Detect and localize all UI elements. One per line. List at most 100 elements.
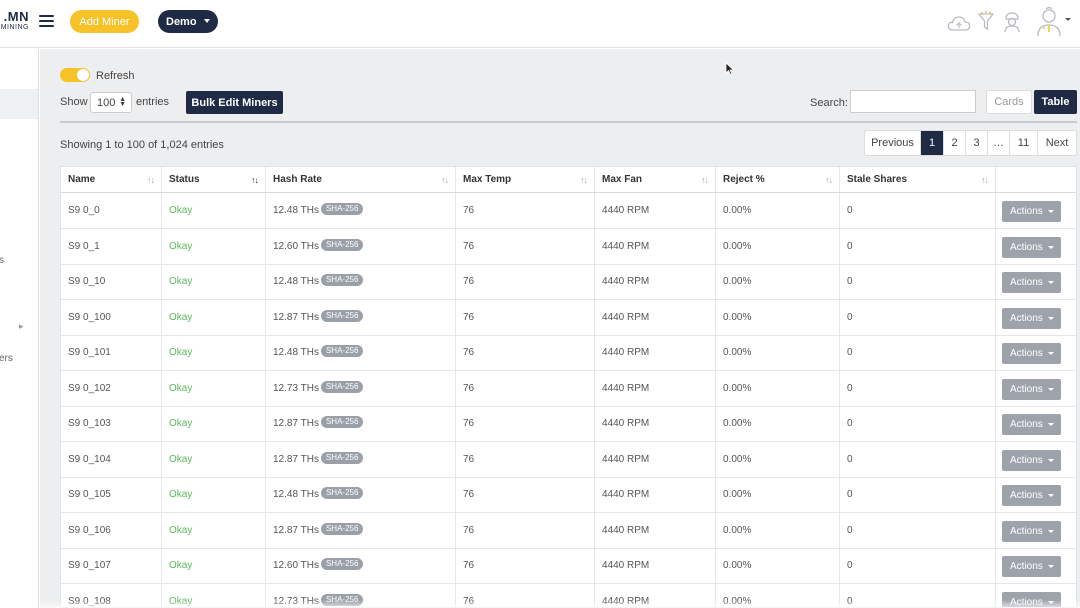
actions-dropdown-button[interactable]: Actions — [1002, 378, 1061, 400]
pagination-page-2[interactable]: 2 — [944, 131, 966, 155]
cell-stale-shares: 0 — [840, 335, 996, 370]
max-fan-value: 4440 RPM — [602, 382, 650, 394]
cell-actions: Actions — [996, 371, 1076, 406]
add-miner-button[interactable]: Add Miner — [70, 10, 139, 33]
actions-dropdown-button[interactable]: Actions — [1002, 236, 1061, 258]
table-row: S9 0_105 Okay 12.48 THs SHA-256 76 4440 RPM 0.… — [61, 477, 1076, 513]
top-bar: .MN MINING Add Miner Demo — [0, 0, 1080, 48]
algorithm-badge: SHA-256 — [320, 380, 364, 393]
cell-hash-rate: 12.87 THs SHA-256 — [266, 406, 456, 441]
page-size-select[interactable]: 100 ▲ ▼ — [90, 92, 132, 113]
cell-max-temp: 76 — [456, 441, 595, 477]
stale-shares-value: 0 — [847, 205, 853, 216]
hash-rate-value: 12.87 THs — [273, 524, 319, 536]
cell-name: S9 0_10 — [61, 264, 162, 299]
chevron-down-icon — [1048, 565, 1054, 568]
chevron-down-icon — [1048, 458, 1054, 462]
actions-dropdown-button[interactable]: Actions — [1002, 307, 1061, 329]
cell-name: S9 0_105 — [61, 477, 162, 512]
menu-icon[interactable] — [39, 15, 54, 29]
actions-dropdown-button[interactable]: Actions — [1002, 272, 1061, 293]
cell-hash-rate: 12.48 THs SHA-256 — [266, 193, 456, 228]
pagination-next[interactable]: Next — [1045, 137, 1069, 149]
column-header-max-temp[interactable]: Max Temp ↑↓ — [456, 167, 595, 192]
search-input[interactable] — [850, 90, 976, 113]
reject-value: 0.00% — [723, 560, 752, 571]
sidebar-item-active[interactable] — [0, 89, 38, 119]
cell-max-fan: 4440 RPM — [595, 299, 716, 335]
cell-actions: Actions — [996, 193, 1076, 228]
sidebar-item-label[interactable]: ers — [0, 353, 13, 364]
logo[interactable]: .MN MINING — [0, 9, 30, 35]
column-header-status[interactable]: Status ↑↓ — [162, 167, 266, 192]
max-temp-value: 76 — [463, 205, 475, 216]
user-avatar-icon[interactable] — [1036, 6, 1072, 41]
chevron-down-icon — [1048, 281, 1054, 284]
funnel-icon[interactable] — [976, 11, 996, 36]
status-text: Okay — [169, 276, 193, 287]
max-temp-value: 76 — [463, 240, 475, 252]
stale-shares-value: 0 — [847, 453, 853, 465]
actions-dropdown-button[interactable]: Actions — [1002, 414, 1061, 435]
cell-name: S9 0_102 — [61, 370, 162, 406]
cell-stale-shares: 0 — [840, 370, 996, 406]
status-text: Okay — [169, 524, 193, 536]
cell-max-temp: 76 — [456, 548, 595, 583]
cell-name: S9 0_107 — [61, 548, 162, 583]
max-fan-value: 4440 RPM — [602, 453, 650, 465]
cell-hash-rate: 12.48 THs SHA-256 — [266, 264, 456, 299]
cell-max-temp: 76 — [456, 335, 595, 370]
miner-name: S9 0_107 — [68, 560, 111, 571]
actions-dropdown-button[interactable]: Actions — [1002, 485, 1061, 506]
pagination-previous[interactable]: Previous — [865, 131, 921, 155]
cell-stale-shares: 0 — [840, 228, 996, 264]
cell-reject: 0.00% — [716, 193, 840, 228]
algorithm-badge: SHA-256 — [320, 274, 364, 287]
algorithm-badge: SHA-256 — [320, 203, 364, 216]
max-temp-value: 76 — [463, 311, 475, 323]
column-header-stale-shares[interactable]: Stale Shares ↑↓ — [840, 167, 996, 192]
chevron-right-icon[interactable]: ▸ — [19, 321, 24, 331]
status-text: Okay — [169, 347, 193, 358]
chevron-down-icon — [1048, 423, 1054, 426]
demo-dropdown[interactable]: Demo — [158, 10, 218, 33]
bulk-edit-miners-button[interactable]: Bulk Edit Miners — [186, 91, 283, 114]
up-down-arrows-icon: ▲ ▼ — [119, 96, 126, 108]
cell-status: Okay — [162, 406, 266, 441]
actions-dropdown-button[interactable]: Actions — [1002, 556, 1061, 577]
pagination-page-11[interactable]: 11 — [1010, 131, 1038, 155]
max-fan-value: 4440 RPM — [602, 276, 650, 287]
cell-actions: Actions — [996, 406, 1076, 441]
actions-dropdown-button[interactable]: Actions — [1002, 449, 1061, 471]
table-row: S9 0_10 Okay 12.48 THs SHA-256 76 4440 RPM 0.0… — [61, 264, 1076, 300]
cell-reject: 0.00% — [716, 228, 840, 264]
mouse-cursor-icon — [725, 62, 735, 76]
actions-dropdown-button[interactable]: Actions — [1002, 201, 1061, 222]
reject-value: 0.00% — [723, 276, 752, 287]
sidebar-item-label[interactable]: s — [0, 255, 4, 266]
pagination-page-3[interactable]: 3 — [966, 131, 988, 155]
column-header-hash-rate[interactable]: Hash Rate ↑↓ — [266, 167, 456, 192]
table-view-button[interactable]: Table — [1034, 90, 1077, 114]
refresh-toggle[interactable] — [60, 68, 90, 82]
column-header-max-fan[interactable]: Max Fan ↑↓ — [595, 167, 716, 192]
cell-max-fan: 4440 RPM — [595, 193, 716, 228]
cloud-icon[interactable] — [947, 15, 971, 36]
reject-value: 0.00% — [723, 453, 752, 465]
cards-view-button[interactable]: Cards — [986, 90, 1032, 114]
status-text: Okay — [169, 560, 193, 571]
chevron-down-icon — [1048, 210, 1054, 213]
pagination-page-1[interactable]: 1 — [921, 131, 944, 155]
stale-shares-value: 0 — [847, 311, 853, 323]
chevron-down-icon — [1048, 245, 1054, 249]
max-temp-value: 76 — [463, 276, 475, 287]
actions-dropdown-button[interactable]: Actions — [1002, 343, 1061, 364]
column-header-reject[interactable]: Reject % ↑↓ — [716, 167, 840, 192]
worker-icon[interactable] — [1002, 11, 1022, 36]
cell-stale-shares: 0 — [840, 477, 996, 512]
hash-rate-value: 12.48 THs — [273, 347, 319, 358]
miner-name: S9 0_100 — [68, 311, 111, 323]
actions-dropdown-button[interactable]: Actions — [1002, 520, 1061, 542]
actions-label: Actions — [1010, 525, 1043, 537]
column-header-name[interactable]: Name ↑↓ — [61, 167, 162, 192]
